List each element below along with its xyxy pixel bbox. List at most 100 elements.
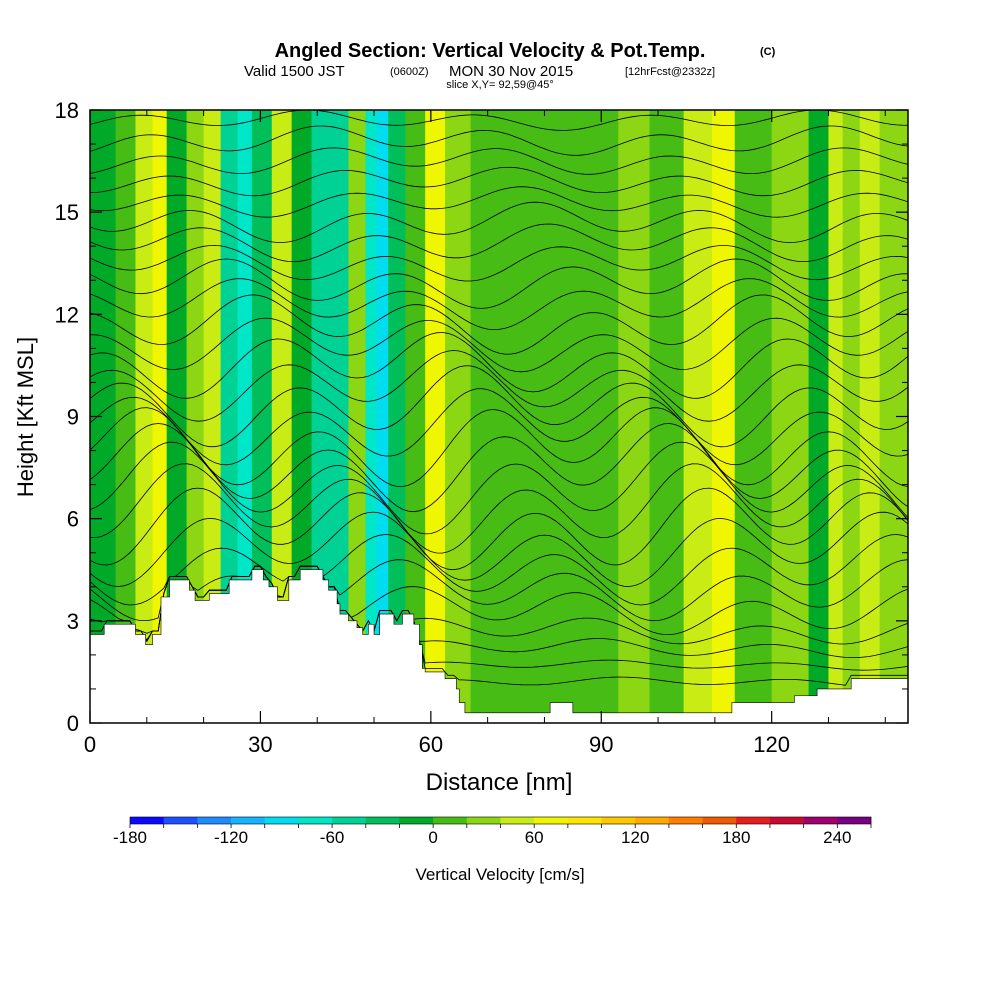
velocity-column xyxy=(331,110,349,723)
colorbar-segment xyxy=(837,817,872,824)
velocity-column xyxy=(115,110,136,723)
velocity-column xyxy=(237,110,253,723)
isentrope xyxy=(90,487,908,571)
colorbar-tick-label: 120 xyxy=(621,828,649,847)
velocity-column xyxy=(152,110,168,723)
velocity-column xyxy=(425,110,446,723)
subtitle-utc: (0600Z) xyxy=(390,66,429,78)
isentrope xyxy=(90,186,908,218)
subtitle-valid: Valid 1500 JST xyxy=(244,63,345,80)
terrain-fill xyxy=(90,569,908,723)
y-tick-label: 12 xyxy=(55,302,79,327)
colorbar-segment xyxy=(163,817,198,824)
isentrope xyxy=(90,332,908,399)
x-axis: 0 30 60 90 120 xyxy=(84,110,886,757)
x-tick-label: 0 xyxy=(84,732,96,757)
velocity-column xyxy=(470,110,517,723)
colorbar-tick-label: -60 xyxy=(320,828,345,847)
isentrope xyxy=(90,511,908,587)
isentrope xyxy=(90,365,908,448)
colorbar: -180 -120 -60 0 60 120 180 240 xyxy=(113,816,872,847)
y-tick-label: 3 xyxy=(67,609,79,634)
chart-subtitle2: slice X,Y= 92,59@45° xyxy=(446,79,554,91)
colorbar-segment xyxy=(365,817,400,824)
isentrope xyxy=(90,423,908,513)
colorbar-segment xyxy=(298,817,333,824)
colorbar-segment xyxy=(803,817,838,824)
isentrope xyxy=(90,559,908,622)
isentrope xyxy=(90,388,908,466)
subtitle-date: MON 30 Nov 2015 xyxy=(449,63,573,80)
y-tick-label: 15 xyxy=(55,200,79,225)
velocity-column xyxy=(388,110,406,723)
velocity-column xyxy=(842,110,861,723)
colorbar-segment xyxy=(500,817,535,824)
velocity-column xyxy=(166,110,188,723)
colorbar-segment xyxy=(736,817,771,824)
isentrope xyxy=(90,125,908,156)
isentrope xyxy=(90,463,908,554)
colorbar-segment xyxy=(466,817,501,824)
isentrope xyxy=(90,166,908,197)
colorbar-segment xyxy=(433,817,468,824)
velocity-column xyxy=(808,110,829,723)
chart-subtitle: Valid 1500 JST (0600Z) MON 30 Nov 2015 [… xyxy=(244,63,715,80)
velocity-column xyxy=(683,110,713,723)
colorbar-segment xyxy=(264,817,299,824)
y-tick-label: 6 xyxy=(67,507,79,532)
isentrope xyxy=(90,223,908,263)
isentrope xyxy=(90,258,908,309)
subtitle-forecast: [12hrFcst@2332z] xyxy=(625,66,715,78)
y-axis: 0 3 6 9 12 15 18 xyxy=(55,98,908,736)
y-tick-label: 9 xyxy=(67,405,79,430)
colorbar-segment xyxy=(601,817,636,824)
colorbar-segment xyxy=(231,817,266,824)
velocity-column xyxy=(376,110,389,723)
velocity-column xyxy=(220,110,239,723)
colorbar-segment xyxy=(197,817,232,824)
isentrope xyxy=(90,407,908,488)
isentrope xyxy=(90,441,908,535)
x-axis-label: Distance [nm] xyxy=(426,769,573,796)
isentrope xyxy=(90,294,908,355)
velocity-column xyxy=(271,110,293,723)
velocity-column xyxy=(365,110,378,723)
colorbar-segment xyxy=(635,817,670,824)
colorbar-segment xyxy=(668,817,703,824)
colorbar-tick-label: -180 xyxy=(113,828,147,847)
velocity-column xyxy=(859,110,881,723)
colorbar-label: Vertical Velocity [cm/s] xyxy=(415,865,584,884)
y-tick-label: 18 xyxy=(55,98,79,123)
velocity-column xyxy=(348,110,367,723)
isentrope xyxy=(90,244,908,282)
x-tick-label: 120 xyxy=(753,732,790,757)
colorbar-tick-label: 0 xyxy=(428,828,437,847)
colorbar-segment xyxy=(399,817,434,824)
velocity-column xyxy=(405,110,426,723)
colorbar-tick-label: 240 xyxy=(823,828,851,847)
title-units: (C) xyxy=(760,46,776,58)
velocity-column xyxy=(186,110,205,723)
y-axis-label: Height [Kft MSL] xyxy=(13,337,38,497)
y-tick-label: 0 xyxy=(67,711,79,736)
colorbar-segment xyxy=(702,817,737,824)
colorbar-tick-label: 180 xyxy=(722,828,750,847)
colorbar-tick-label: -120 xyxy=(214,828,248,847)
velocity-column xyxy=(572,110,619,723)
chart-title: Angled Section: Vertical Velocity & Pot.… xyxy=(275,40,706,62)
isentrope xyxy=(90,317,908,373)
velocity-column xyxy=(516,110,574,723)
x-tick-label: 90 xyxy=(589,732,613,757)
colorbar-segment xyxy=(769,817,804,824)
isentrope-lines xyxy=(90,110,908,686)
x-tick-label: 30 xyxy=(248,732,272,757)
colorbar-segment xyxy=(332,817,367,824)
isentrope xyxy=(90,534,908,606)
isentrope xyxy=(90,350,908,422)
colorbar-segment xyxy=(567,817,602,824)
colorbar-tick-label: 60 xyxy=(525,828,544,847)
plot-area xyxy=(90,110,908,723)
velocity-column xyxy=(445,110,472,723)
